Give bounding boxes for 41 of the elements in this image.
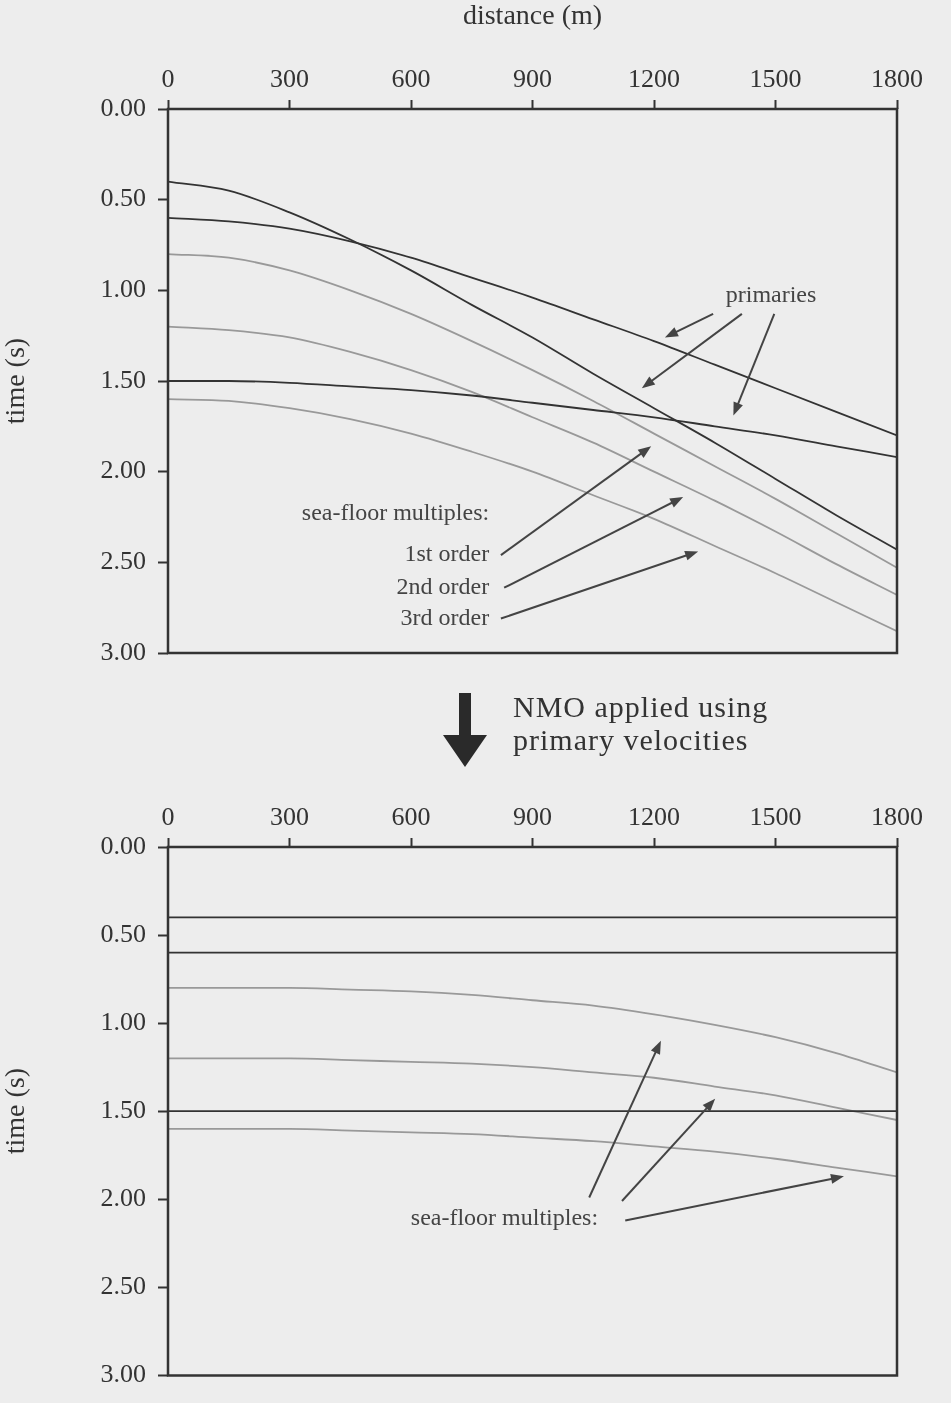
y-tick-label: 0.00 xyxy=(100,92,146,122)
x-tick-label: 900 xyxy=(513,802,552,832)
x-tick-label: 0 xyxy=(161,802,175,832)
y-tick-label: 2.50 xyxy=(100,1271,146,1301)
x-tick-label: 1200 xyxy=(628,802,680,832)
x-tick-label: 600 xyxy=(391,802,431,832)
line-series xyxy=(168,398,897,633)
x-axis-title: distance (m) xyxy=(462,0,603,31)
y-tick-label: 1.50 xyxy=(100,364,146,394)
annotation: sea-floor multiples: xyxy=(410,1203,599,1230)
y-tick-label: 3.00 xyxy=(100,1359,146,1389)
annotation: 1st order xyxy=(404,540,490,567)
x-tick-label: 1800 xyxy=(871,802,923,832)
y-tick-label: 1.00 xyxy=(100,1006,146,1036)
annotation: 2nd order xyxy=(396,573,490,600)
x-tick-label: 1800 xyxy=(871,64,923,94)
annotation: sea-floor multiples: xyxy=(301,498,490,525)
y-tick-label: 0.00 xyxy=(100,830,146,860)
x-tick-label: 0 xyxy=(161,64,175,94)
chart-title: NMO applied using primary velocities xyxy=(513,690,770,756)
y-tick-label: 2.50 xyxy=(100,546,146,576)
x-tick-label: 1200 xyxy=(628,64,680,94)
x-tick-label: 1500 xyxy=(749,64,802,94)
y-axis-title: time (s) xyxy=(0,1068,31,1155)
y-tick-label: 2.00 xyxy=(100,1183,146,1213)
x-tick-label: 1500 xyxy=(749,802,802,832)
y-tick-label: 0.50 xyxy=(100,183,146,213)
y-tick-label: 1.50 xyxy=(100,1095,146,1125)
y-tick-label: 3.00 xyxy=(100,636,146,666)
annotation: primaries xyxy=(725,281,817,308)
x-tick-label: 900 xyxy=(513,64,552,94)
x-tick-label: 300 xyxy=(270,64,309,94)
y-tick-label: 0.50 xyxy=(100,918,146,948)
line-series xyxy=(168,1127,897,1178)
x-tick-label: 600 xyxy=(391,64,431,94)
line-series xyxy=(168,987,897,1074)
x-tick-label: 300 xyxy=(270,802,309,832)
y-tick-label: 2.00 xyxy=(100,455,146,485)
annotation: 3rd order xyxy=(400,603,490,630)
y-tick-label: 1.00 xyxy=(100,274,146,304)
y-axis-title: time (s) xyxy=(0,337,31,425)
